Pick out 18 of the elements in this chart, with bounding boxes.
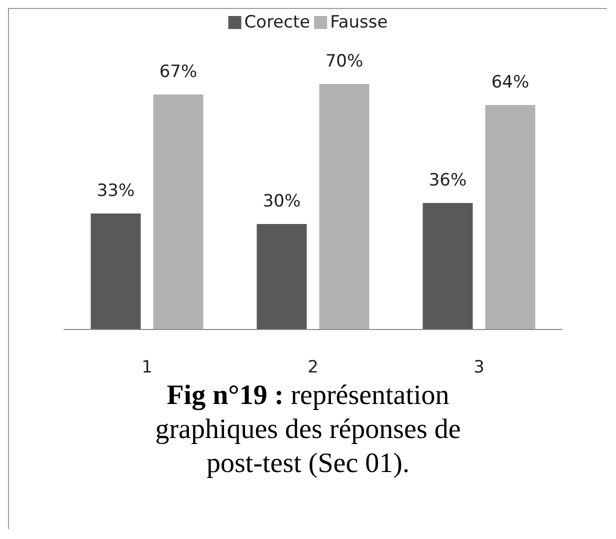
legend-label: Corecte <box>244 12 310 32</box>
data-label: 36% <box>428 170 467 190</box>
data-label: 64% <box>491 72 530 92</box>
bar <box>422 203 473 329</box>
bar <box>153 94 204 329</box>
data-label: 30% <box>262 192 301 212</box>
bar <box>319 84 370 329</box>
bar <box>485 105 536 329</box>
text: Fig n°19 : représentation graphiques des réponses de post-test (Sec 01). <box>154 379 462 481</box>
data-label: 70% <box>325 52 364 72</box>
x-tick-label: 1 <box>142 358 152 378</box>
bar <box>90 214 141 329</box>
data-label: 33% <box>96 181 135 201</box>
bar <box>256 224 307 329</box>
legend-label: Fausse <box>330 12 388 32</box>
x-tick-label: 3 <box>474 358 484 378</box>
x-tick-label: 2 <box>308 358 318 378</box>
data-label: 67% <box>159 62 198 82</box>
